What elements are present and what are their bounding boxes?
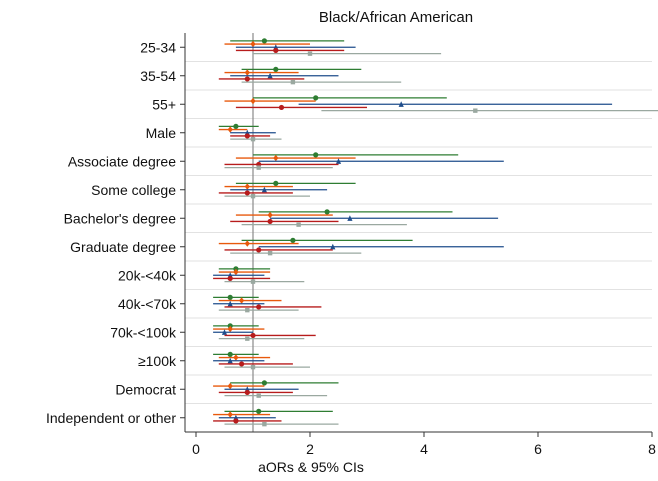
point-estimate (330, 243, 336, 250)
point-estimate (244, 389, 250, 396)
point-estimate (250, 40, 256, 48)
y-tick-label: Independent or other (46, 410, 176, 426)
point-estimate (473, 108, 478, 113)
point-estimate (261, 38, 267, 44)
y-tick-label: Associate degree (68, 153, 176, 169)
point-estimate (227, 382, 233, 390)
point-estimate (267, 211, 273, 219)
point-estimate (273, 154, 279, 162)
point-estimate (335, 158, 342, 164)
point-estimate (347, 215, 353, 221)
y-tick-label: 25-34 (140, 39, 176, 55)
point-estimate (245, 336, 250, 341)
point-estimate (227, 323, 233, 329)
point-estimate (261, 186, 267, 193)
point-estimate (324, 209, 330, 215)
point-estimate (290, 79, 296, 85)
point-estimate (250, 279, 256, 284)
point-estimate (262, 421, 267, 427)
point-estimate (313, 95, 319, 101)
x-tick-label: 0 (192, 441, 200, 457)
y-tick-label: 55+ (152, 96, 176, 112)
point-estimate (233, 268, 239, 276)
point-estimate (256, 393, 261, 398)
y-tick-label: Some college (91, 182, 176, 198)
point-estimate (307, 51, 313, 56)
point-estimate (245, 307, 250, 313)
grid-lines (185, 61, 652, 404)
point-estimate (244, 69, 250, 76)
point-estimate (239, 361, 245, 367)
point-estimate (273, 66, 279, 72)
point-estimate (256, 408, 262, 414)
point-estimate (261, 380, 267, 386)
x-tick-label: 2 (306, 441, 314, 457)
chart-title: Black/African American (319, 9, 473, 26)
point-estimate (227, 294, 233, 300)
point-estimate (267, 72, 273, 79)
point-estimate (244, 190, 250, 196)
x-tick-label: 4 (420, 441, 428, 457)
point-estimate (250, 332, 256, 339)
point-estimate (256, 304, 262, 310)
point-estimate (227, 411, 233, 418)
point-estimate (290, 237, 296, 243)
point-estimate (227, 300, 233, 307)
y-tick-label: Graduate degree (70, 239, 176, 255)
point-estimate (239, 297, 245, 304)
point-estimate (313, 152, 319, 158)
point-estimate (296, 222, 301, 227)
point-estimate (250, 193, 256, 199)
y-tick-label: 35-54 (140, 68, 176, 84)
point-estimate (227, 325, 233, 333)
y-tick-label: Democrat (115, 381, 176, 397)
point-estimate (250, 97, 256, 105)
point-estimate (227, 357, 233, 364)
point-estimate (267, 250, 273, 256)
y-tick-label: 70k-<100k (110, 324, 177, 340)
y-tick-label: 20k-<40k (118, 267, 177, 283)
point-estimate (267, 218, 273, 225)
x-tick-label: 8 (648, 441, 656, 457)
point-estimate (227, 126, 233, 133)
point-estimate (278, 104, 285, 111)
estimate-marks (213, 38, 658, 427)
x-axis-label: aORs & 95% CIs (258, 459, 364, 475)
point-estimate (398, 101, 404, 107)
point-estimate (233, 123, 239, 129)
y-tick-label: 40k-<70k (118, 296, 177, 312)
point-estimate (227, 351, 233, 357)
point-estimate (244, 183, 250, 190)
point-estimate (233, 418, 239, 424)
point-estimate (256, 247, 262, 253)
point-estimate (233, 354, 239, 361)
point-estimate (221, 329, 228, 335)
point-estimate (244, 76, 250, 82)
point-estimate (250, 136, 256, 142)
y-tick-label: Bachelor's degree (64, 210, 177, 226)
point-estimate (244, 240, 250, 247)
point-estimate (250, 364, 256, 370)
x-axis-ticks: 024681012 (192, 432, 656, 457)
x-tick-label: 6 (534, 441, 542, 457)
point-estimate (244, 133, 250, 139)
point-estimate (256, 165, 261, 170)
point-estimate (227, 275, 233, 282)
point-estimate (273, 47, 279, 54)
point-estimate (273, 180, 279, 186)
y-axis-labels: 25-34 35-54 55+ Male Associate degree Some co… (46, 39, 185, 426)
y-tick-label: Male (146, 125, 177, 141)
y-tick-label: ≥100k (138, 353, 177, 369)
